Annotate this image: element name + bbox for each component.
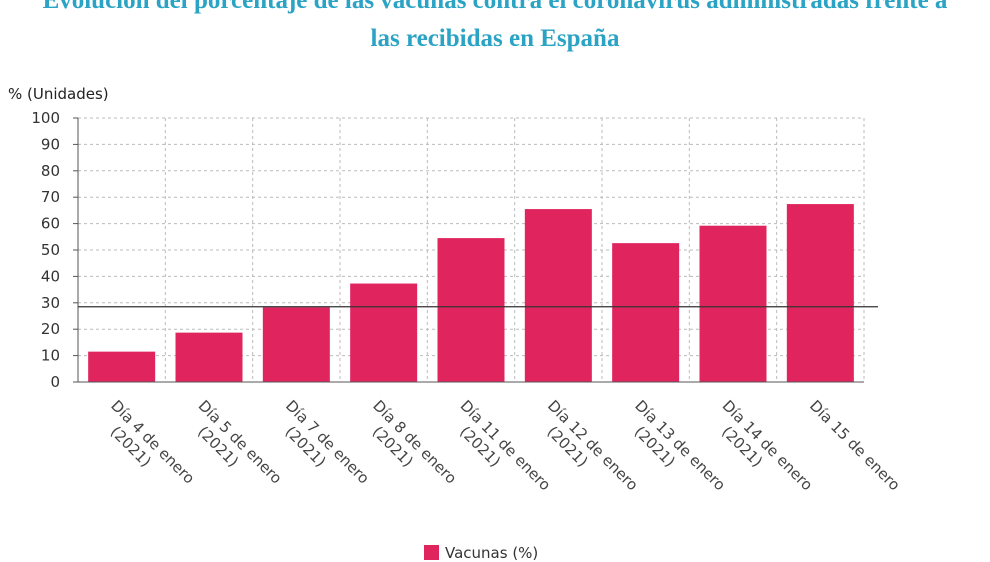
- y-tick-label: 90: [41, 135, 60, 153]
- x-tick-label: Día 11 de enero(2021): [443, 397, 554, 508]
- bar: [350, 283, 418, 382]
- y-tick-label: 60: [41, 215, 60, 233]
- y-tick-label: 30: [41, 294, 60, 312]
- bar: [88, 351, 156, 382]
- x-tick-label: Día 5 de enero(2021): [181, 397, 285, 501]
- bar: [437, 238, 505, 382]
- x-tick-label: Día 7 de enero(2021): [269, 397, 373, 501]
- y-tick-label: 50: [41, 241, 60, 259]
- chart-title-line-1: Evolución del porcentaje de las vacunas …: [42, 0, 948, 14]
- bar: [524, 209, 592, 382]
- legend-label: Vacunas (%): [445, 544, 539, 562]
- bar: [699, 225, 767, 382]
- bar: [262, 307, 330, 382]
- bar: [786, 204, 854, 382]
- x-tick-label: Día 13 de enero(2021): [618, 397, 729, 508]
- x-tick-label: Día 4 de enero(2021): [94, 397, 198, 501]
- y-tick-label: 0: [50, 373, 60, 391]
- y-tick-label: 40: [41, 267, 60, 285]
- y-axis-label: % (Unidades): [8, 85, 109, 103]
- x-tick-label: Día 12 de enero(2021): [531, 397, 642, 508]
- y-tick-label: 100: [31, 109, 60, 127]
- x-tick-label-line: Día 15 de enero: [806, 397, 904, 495]
- legend-swatch: [424, 545, 439, 560]
- x-tick-label: Día 15 de enero: [806, 397, 904, 495]
- chart-title-line-2: las recibidas en España: [370, 25, 620, 52]
- bar: [612, 243, 680, 382]
- legend: Vacunas (%): [424, 544, 538, 562]
- y-tick-label: 20: [41, 320, 60, 338]
- x-tick-label: Día 8 de enero(2021): [356, 397, 460, 501]
- y-tick-label: 80: [41, 162, 60, 180]
- y-tick-label: 10: [41, 347, 60, 365]
- bar: [175, 332, 243, 382]
- y-tick-label: 70: [41, 188, 60, 206]
- x-tick-label: Día 14 de enero(2021): [705, 397, 816, 508]
